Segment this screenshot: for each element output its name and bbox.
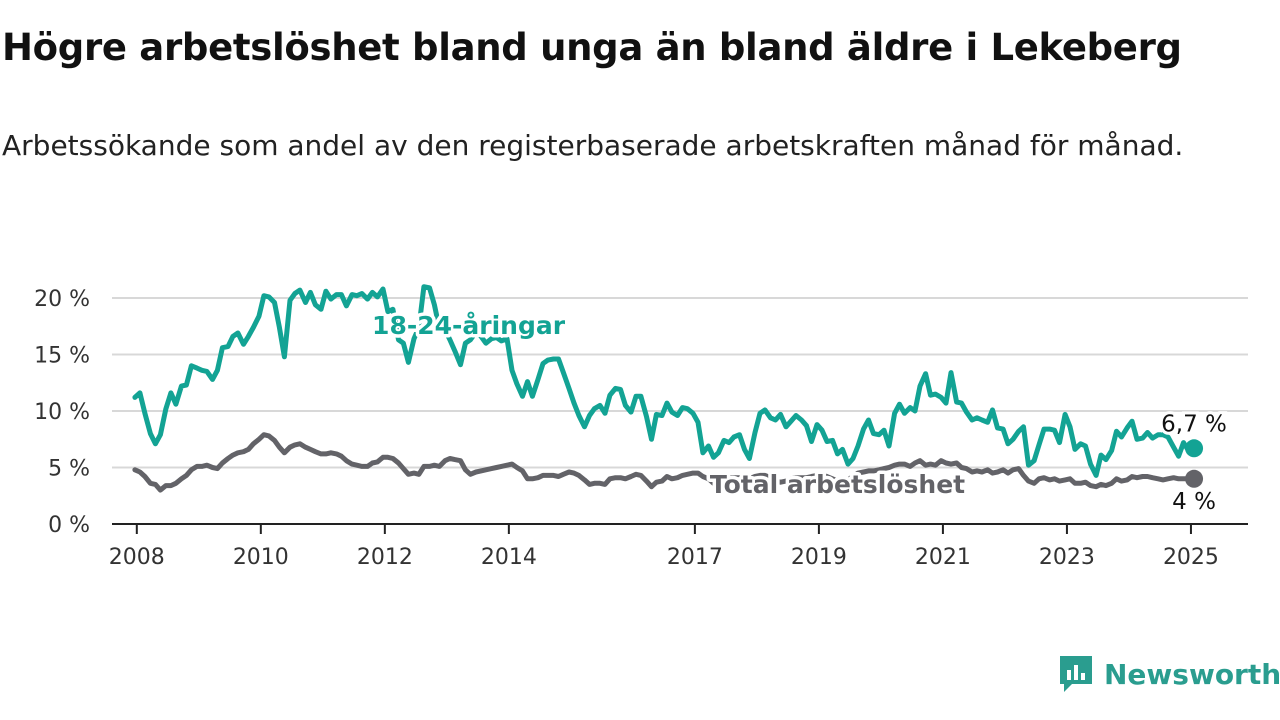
x-tick-label: 2010 xyxy=(233,545,289,570)
total-end-marker xyxy=(1185,469,1204,488)
y-axis-ticks: 0 % 5 % 10 % 15 % 20 % xyxy=(34,287,90,538)
total-series-line xyxy=(132,432,1197,493)
total-series-label: Total arbetslöshet xyxy=(710,470,965,499)
y-tick-label: 15 % xyxy=(34,344,90,369)
total-end-value: 4 % xyxy=(1172,489,1216,515)
x-tick-label: 2025 xyxy=(1163,545,1219,570)
x-tick-label: 2021 xyxy=(915,545,971,570)
x-tick-label: 2012 xyxy=(357,545,413,570)
x-axis-ticks: 2008 2010 2012 2014 2017 2019 2021 2023 2025 xyxy=(109,524,1219,570)
x-tick-label: 2017 xyxy=(667,545,723,570)
newsworthy-logo-icon xyxy=(1060,656,1092,692)
series-lines xyxy=(132,284,1197,493)
x-tick-label: 2019 xyxy=(791,545,847,570)
y-tick-label: 0 % xyxy=(48,513,90,538)
chart-subtitle: Arbetssökande som andel av den registerb… xyxy=(2,129,1184,162)
y-tick-label: 10 % xyxy=(34,400,90,425)
x-tick-label: 2023 xyxy=(1039,545,1095,570)
series-labels: 18-24-åringar Total arbetslöshet 6,7 % 4 % xyxy=(369,308,1230,518)
youth-series-line xyxy=(132,284,1197,478)
brand-name: Newsworthy xyxy=(1104,657,1280,691)
youth-end-value: 6,7 % xyxy=(1161,411,1227,437)
x-tick-label: 2014 xyxy=(481,545,537,570)
youth-end-marker xyxy=(1185,439,1204,458)
youth-series-label: 18-24-åringar xyxy=(372,311,566,340)
newsworthy-brand: Newsworthy xyxy=(1058,654,1280,694)
chart-title: Högre arbetslöshet bland unga än bland ä… xyxy=(2,26,1182,69)
y-tick-label: 5 % xyxy=(48,457,90,482)
x-tick-label: 2008 xyxy=(109,545,165,570)
y-tick-label: 20 % xyxy=(34,287,90,312)
